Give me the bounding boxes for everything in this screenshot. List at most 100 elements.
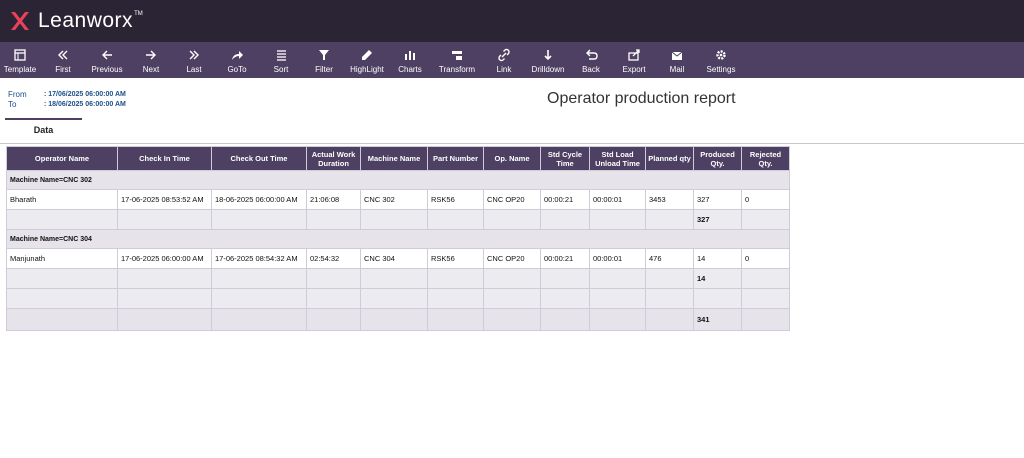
tab-data[interactable]: Data (5, 118, 82, 144)
table-cell (427, 288, 484, 309)
table-cell: 17-06-2025 08:53:52 AM (117, 189, 212, 210)
table-cell: 17-06-2025 06:00:00 AM (117, 248, 212, 269)
table-cell (693, 288, 742, 309)
previous-icon (102, 50, 112, 60)
drilldown-icon (544, 50, 552, 61)
report-title: Operator production report (547, 90, 736, 107)
app-logo-text: Leanworx (38, 9, 134, 32)
column-header[interactable]: Rejected Qty. (741, 146, 790, 171)
goto-button[interactable]: GoTo (212, 42, 262, 78)
to-value: : 18/06/2025 06:00:00 AM (44, 101, 126, 108)
next-button[interactable]: Next (126, 42, 176, 78)
back-button[interactable]: Back (566, 42, 616, 78)
table-cell (589, 308, 646, 331)
table-cell: 02:54:32 (306, 248, 361, 269)
table-cell (427, 268, 484, 289)
last-button[interactable]: Last (169, 42, 219, 78)
table-cell (306, 308, 361, 331)
column-header[interactable]: Actual Work Duration (306, 146, 361, 171)
toolbar-label: Settings (706, 65, 736, 74)
table-cell (6, 308, 118, 331)
table-cell (306, 288, 361, 309)
table-cell (360, 268, 428, 289)
goto-icon (232, 51, 243, 60)
table-cell (540, 308, 590, 331)
toolbar-label: Drilldown (531, 65, 565, 74)
table-cell (6, 209, 118, 230)
table-cell (117, 268, 212, 289)
link-button[interactable]: Link (479, 42, 529, 78)
table-cell (540, 268, 590, 289)
column-header[interactable]: Produced Qty. (693, 146, 742, 171)
toolbar-label: Template (3, 65, 37, 74)
table-cell: Machine Name=CNC 304 (6, 229, 790, 249)
drilldown-button[interactable]: Drilldown (523, 42, 573, 78)
settings-icon (716, 50, 726, 60)
settings-button[interactable]: Settings (696, 42, 746, 78)
table-cell: CNC OP20 (483, 248, 541, 269)
table-cell: 00:00:21 (540, 189, 590, 210)
column-header[interactable]: Std Load Unload Time (589, 146, 646, 171)
table-cell: CNC 304 (360, 248, 428, 269)
mail-icon (671, 51, 683, 60)
column-header[interactable]: Check In Time (117, 146, 212, 171)
table-cell: 341 (693, 308, 742, 331)
report-toolbar: Template First Previous Next Last GoTo Sort Fil… (0, 42, 1024, 78)
from-label: From (8, 90, 27, 99)
table-cell: 476 (645, 248, 694, 269)
table-cell (6, 288, 118, 309)
previous-button[interactable]: Previous (82, 42, 132, 78)
highlight-button[interactable]: HighLight (342, 42, 392, 78)
toolbar-label: Last (186, 65, 202, 74)
toolbar-label: Sort (273, 65, 289, 74)
charts-button[interactable]: Charts (385, 42, 435, 78)
column-header[interactable]: Check Out Time (211, 146, 307, 171)
table-cell (360, 308, 428, 331)
charts-icon (405, 51, 415, 60)
next-icon (146, 50, 156, 60)
to-label: To (8, 100, 17, 109)
column-header[interactable]: Part Number (427, 146, 484, 171)
column-header[interactable]: Machine Name (360, 146, 428, 171)
column-header[interactable]: Std Cycle Time (540, 146, 590, 171)
toolbar-label: HighLight (350, 65, 384, 74)
table-cell: 00:00:21 (540, 248, 590, 269)
transform-icon (452, 51, 462, 60)
column-header[interactable]: Operator Name (6, 146, 118, 171)
table-cell (540, 209, 590, 230)
table-row: Bharath 17-06-2025 08:53:52 AM 18-06-2025 … (6, 189, 790, 210)
table-cell (360, 288, 428, 309)
transform-button[interactable]: Transform (432, 42, 482, 78)
column-header[interactable]: Op. Name (483, 146, 541, 171)
grand-total-row: 341 (6, 308, 790, 331)
table-cell (117, 209, 212, 230)
table-cell (741, 209, 790, 230)
first-icon (58, 50, 68, 60)
mail-button[interactable]: Mail (652, 42, 702, 78)
column-header[interactable]: Planned qty (645, 146, 694, 171)
template-button[interactable]: Template (0, 42, 45, 78)
export-button[interactable]: Export (609, 42, 659, 78)
toolbar-label: Back (582, 65, 600, 74)
toolbar-label: Export (622, 65, 646, 74)
table-cell (645, 308, 694, 331)
table-cell (483, 268, 541, 289)
filter-button[interactable]: Filter (299, 42, 349, 78)
table-cell (117, 308, 212, 331)
table-cell: 00:00:01 (589, 189, 646, 210)
first-button[interactable]: First (38, 42, 88, 78)
tab-strip: Data (0, 118, 1024, 144)
toolbar-label: Transform (438, 65, 476, 74)
table-cell (211, 268, 307, 289)
table-cell (589, 268, 646, 289)
group-header-row: Machine Name=CNC 302 (6, 170, 790, 190)
sort-button[interactable]: Sort (256, 42, 306, 78)
toolbar-label: Mail (669, 65, 685, 74)
table-cell (483, 288, 541, 309)
toolbar-label: First (55, 65, 71, 74)
highlight-icon (362, 50, 372, 60)
table-cell (6, 268, 118, 289)
toolbar-label: GoTo (227, 65, 247, 74)
table-cell: 0 (741, 248, 790, 269)
table-cell (306, 209, 361, 230)
